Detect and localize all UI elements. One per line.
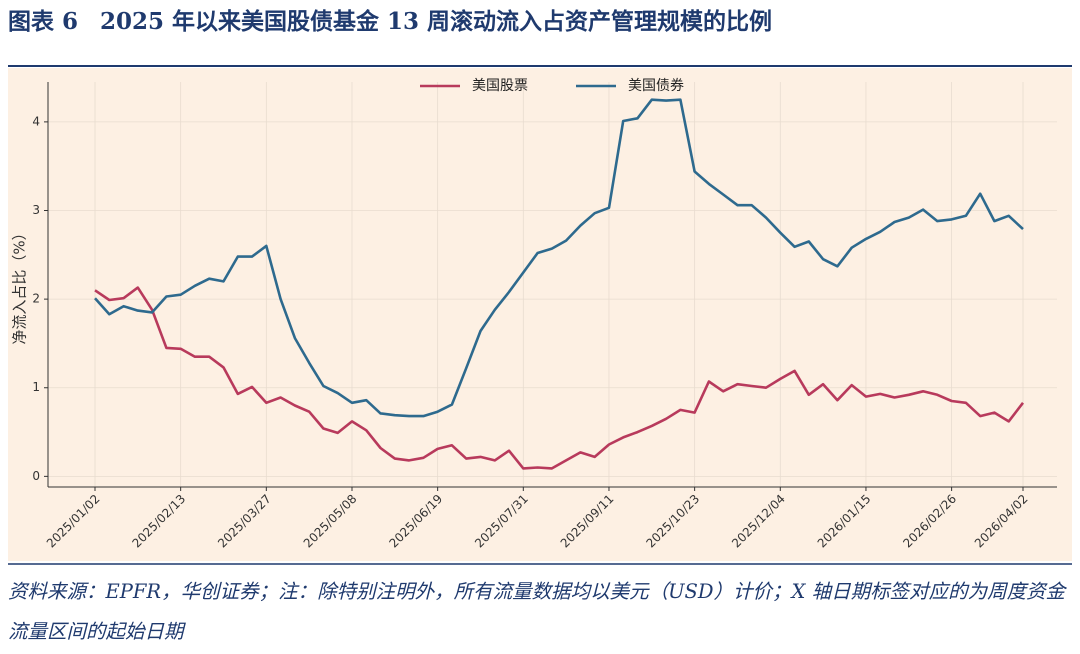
- series-line: [94, 98, 1024, 418]
- y-tick-label: 2: [32, 292, 40, 306]
- y-tick-label: 3: [32, 203, 40, 217]
- y-tick-label: 4: [32, 114, 40, 128]
- y-axis-label: 净流入占比（%）: [11, 225, 29, 344]
- chart-title: 2025 年以来美国股债基金 13 周滚动流入占资产管理规模的比例: [100, 8, 773, 35]
- legend-label: 美国股票: [472, 78, 528, 94]
- header: 图表 6 2025 年以来美国股债基金 13 周滚动流入占资产管理规模的比例: [8, 2, 794, 36]
- chart-background: [8, 68, 1072, 561]
- y-tick-label: 1: [32, 380, 40, 394]
- y-tick-label: 0: [32, 469, 40, 483]
- source-note: 资料来源：EPFR，华创证券；注：除特别注明外，所有流量数据均以美元（USD）计…: [8, 580, 1066, 643]
- series-line: [94, 286, 1025, 470]
- legend-label: 美国债券: [628, 78, 684, 94]
- figure-label: 图表 6: [8, 8, 79, 35]
